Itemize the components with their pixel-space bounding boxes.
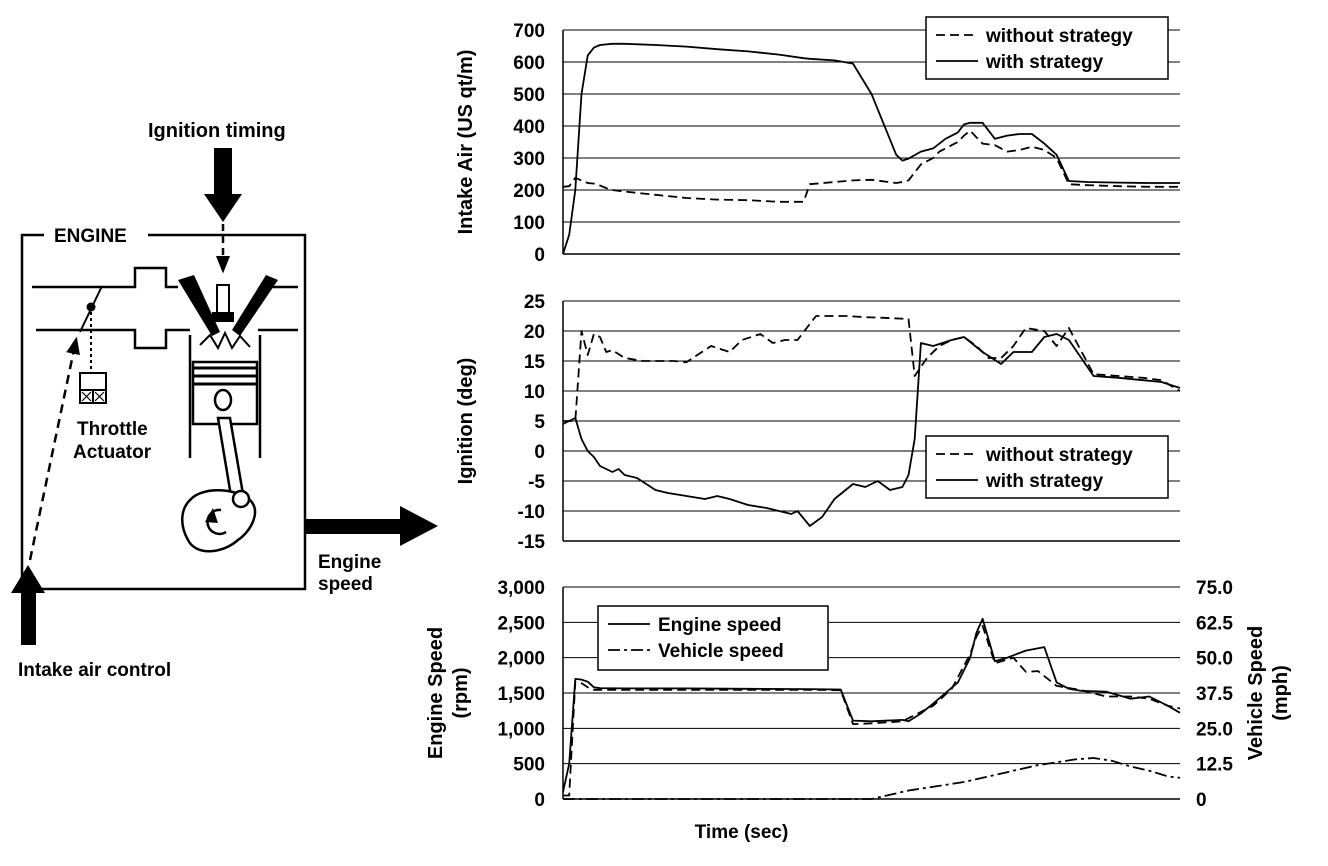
y2-tick-label: 50.0	[1196, 649, 1233, 670]
throttle-valve	[79, 285, 103, 374]
legend-label: Vehicle speed	[658, 641, 784, 662]
intake-air-dashed-line	[28, 336, 80, 561]
intake-air-control-label: Intake air control	[18, 660, 171, 681]
legend-label: with strategy	[985, 471, 1104, 492]
series-line-with-strategy	[562, 42, 1180, 255]
y-tick-label: 300	[513, 149, 545, 170]
x-axis-label: Time (sec)	[695, 822, 789, 843]
throttle-label-line1: Throttle	[77, 419, 148, 440]
piston	[191, 360, 259, 426]
y-tick-label: 0	[534, 245, 545, 266]
throttle-actuator-body	[79, 372, 107, 404]
y-tick-label: 20	[524, 322, 545, 343]
y-tick-label: 1,500	[497, 684, 545, 705]
engine-diagram: Ignition timing ENGINE Throttle Actuator	[11, 120, 438, 681]
y-tick-label: 100	[513, 213, 545, 234]
y-tick-label: -5	[528, 472, 545, 493]
legend-label: without strategy	[985, 26, 1133, 47]
legend-label: Engine speed	[658, 615, 782, 636]
y-tick-label: 2,000	[497, 649, 545, 670]
y2-axis-label: Vehicle Speed	[1245, 626, 1267, 761]
series-line-with-strategy	[562, 333, 1181, 527]
intake-air-chart: 0 100 200 300 400 500 600 700 Intake Air (US qt/…	[455, 16, 1180, 266]
y-tick-label: 3,000	[497, 578, 545, 599]
y-tick-label: 2,500	[497, 613, 545, 634]
ignition-arrow	[204, 148, 242, 222]
y2-tick-label: 0	[1196, 790, 1207, 811]
y-tick-label: -10	[518, 502, 545, 523]
y-tick-label: 0	[534, 790, 545, 811]
y2-axis-label: (mph)	[1270, 665, 1292, 721]
y-tick-label: -15	[518, 532, 546, 553]
legend-box	[925, 16, 1169, 80]
y2-tick-label: 25.0	[1196, 719, 1233, 740]
legend-label: with strategy	[985, 52, 1104, 73]
intake-manifold	[32, 266, 298, 350]
engine-speed-arrow	[306, 506, 438, 546]
crankshaft	[181, 489, 257, 553]
series-line-vehicle-speed	[563, 757, 1181, 800]
intake-air-arrow	[11, 565, 45, 645]
engine-box	[20, 233, 307, 591]
y-tick-label: 0	[534, 442, 545, 463]
y-tick-label: 700	[513, 21, 545, 42]
y2-tick-label: 37.5	[1196, 684, 1233, 705]
cylinder	[178, 275, 278, 458]
y-tick-label: 5	[534, 412, 545, 433]
y-axis-label: Ignition (deg)	[455, 358, 477, 485]
y-tick-label: 600	[513, 53, 545, 74]
ignition-timing-label: Ignition timing	[148, 120, 286, 142]
y-axis-label: Engine Speed	[425, 627, 447, 759]
y2-tick-label: 75.0	[1196, 578, 1233, 599]
legend-box	[597, 605, 829, 671]
legend-label: without strategy	[985, 445, 1133, 466]
ignition-chart: -15 -10 -5 0 5 10 15 20 25 Ignition (deg) without …	[455, 292, 1181, 553]
y-tick-label: 400	[513, 117, 545, 138]
y-tick-label: 200	[513, 181, 545, 202]
series-line-without-strategy	[562, 129, 1180, 203]
y2-tick-label: 62.5	[1196, 613, 1233, 634]
series-line-unlabeled-2	[563, 625, 1181, 797]
y-tick-label: 1,000	[497, 719, 545, 740]
engine-title: ENGINE	[54, 226, 127, 247]
engine-speed-chart: 0 500 1,000 1,500 2,000 2,500 3,000 0 12.5 25.0 37…	[425, 578, 1292, 843]
y-axis-label: (rpm)	[450, 667, 472, 718]
y-axis-label: Intake Air (US qt/m)	[455, 50, 477, 235]
y-tick-label: 25	[524, 292, 546, 313]
throttle-label-line2: Actuator	[73, 442, 152, 463]
y-tick-label: 500	[513, 755, 545, 776]
legend-box	[925, 435, 1169, 499]
series-line-without-strategy	[563, 315, 1181, 422]
engine-speed-label-line2: speed	[318, 574, 373, 595]
engine-speed-label-line1: Engine	[318, 552, 381, 573]
y2-tick-label: 12.5	[1196, 755, 1233, 776]
y-tick-label: 15	[524, 352, 546, 373]
y-tick-label: 10	[524, 382, 545, 403]
y-tick-label: 500	[513, 85, 545, 106]
